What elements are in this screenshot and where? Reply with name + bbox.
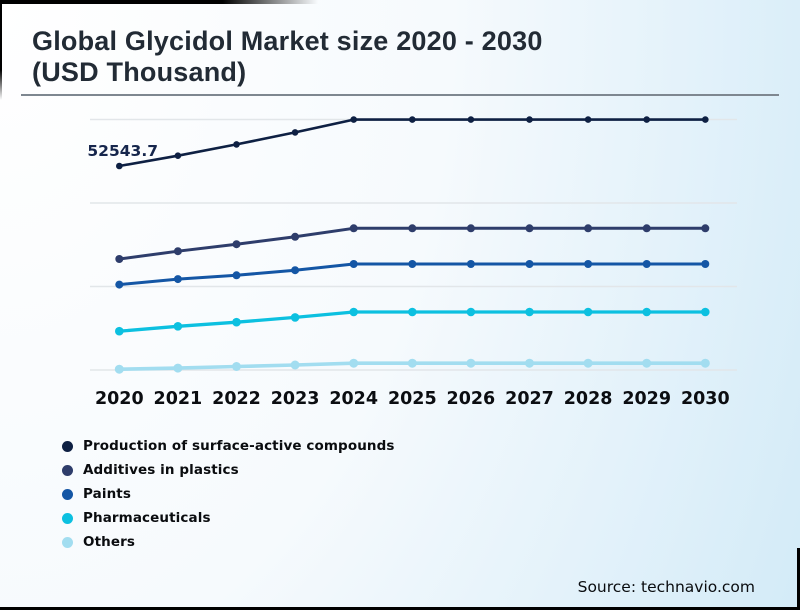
- legend-label: Others: [83, 534, 135, 550]
- data-point-marker: [467, 116, 475, 123]
- legend-dot-icon: [62, 488, 73, 500]
- data-point-marker: [525, 224, 534, 233]
- chart-legend: Production of surface-active compounds A…: [62, 434, 395, 554]
- data-point-marker: [173, 247, 182, 256]
- x-axis-label: 2024: [329, 389, 378, 409]
- data-point-marker: [584, 116, 592, 123]
- x-axis-label: 2028: [564, 389, 613, 409]
- data-point-marker: [525, 358, 534, 368]
- data-point-marker: [408, 224, 417, 233]
- data-point-marker: [700, 358, 710, 368]
- legend-label: Pharmaceuticals: [83, 510, 211, 526]
- legend-dot-icon: [62, 536, 73, 548]
- data-point-marker: [583, 358, 593, 368]
- chart-title-line2: (USD Thousand): [32, 57, 247, 87]
- data-point-marker: [116, 162, 123, 170]
- x-axis-label: 2021: [154, 389, 203, 409]
- data-point-marker: [291, 232, 300, 241]
- data-point-marker: [409, 116, 416, 123]
- data-point-marker: [115, 255, 124, 263]
- data-point-marker: [642, 224, 651, 233]
- x-axis-label: 2030: [681, 389, 730, 409]
- chart-title-line1: Global Glycidol Market size 2020 - 2030: [32, 26, 543, 56]
- x-axis-label: 2020: [95, 389, 144, 409]
- legend-item: Pharmaceuticals: [62, 506, 395, 530]
- data-point-marker: [642, 260, 651, 268]
- data-point-marker: [349, 260, 358, 268]
- data-point-marker: [173, 363, 183, 373]
- legend-item: Additives in plastics: [62, 458, 395, 482]
- data-point-marker: [232, 317, 241, 327]
- x-axis-label: 2026: [447, 389, 496, 409]
- data-point-marker: [174, 152, 182, 159]
- data-point-marker: [407, 358, 417, 368]
- data-point-marker: [466, 358, 476, 368]
- data-point-marker: [115, 326, 124, 336]
- x-axis-label: 2022: [212, 389, 261, 409]
- data-point-marker: [701, 307, 710, 317]
- legend-item: Production of surface-active compounds: [62, 434, 395, 458]
- data-point-marker: [702, 116, 709, 123]
- x-axis-label: 2027: [505, 389, 554, 409]
- data-point-marker: [701, 224, 710, 233]
- data-point-marker: [350, 116, 358, 123]
- data-point-marker: [232, 362, 241, 371]
- data-point-marker: [642, 358, 652, 368]
- data-point-marker: [525, 260, 534, 268]
- data-point-marker: [114, 364, 124, 374]
- data-point-marker: [583, 307, 593, 317]
- line-chart: 2020 2021 2022 2023 2024 2025 2026 2027 2028 2029…: [90, 116, 737, 409]
- legend-label: Production of surface-active compounds: [83, 438, 395, 454]
- legend-dot-icon: [62, 440, 73, 452]
- data-point-marker: [408, 307, 417, 317]
- data-point-marker: [643, 116, 650, 123]
- legend-dot-icon: [62, 464, 73, 476]
- data-point-marker: [584, 260, 593, 268]
- x-axis-label: 2025: [388, 389, 437, 409]
- data-point-marker: [349, 307, 359, 317]
- data-point-marker: [525, 307, 534, 317]
- data-point-marker: [290, 313, 300, 322]
- data-point-marker: [349, 358, 359, 368]
- frame-border-right: [797, 548, 800, 610]
- legend-item: Paints: [62, 482, 395, 506]
- x-axis-label: 2023: [271, 389, 320, 409]
- legend-label: Additives in plastics: [83, 462, 239, 478]
- data-point-marker: [701, 260, 710, 268]
- data-point-marker: [408, 260, 417, 268]
- data-point-marker: [349, 224, 358, 233]
- data-point-marker: [466, 307, 476, 317]
- data-point-marker: [173, 275, 182, 284]
- x-axis-label: 2029: [622, 389, 671, 409]
- data-point-label: 52543.7: [87, 142, 158, 160]
- data-point-marker: [232, 271, 241, 280]
- frame-border-left: [0, 0, 2, 100]
- data-point-marker: [115, 280, 124, 289]
- series-line: [117, 226, 707, 261]
- data-point-marker: [233, 141, 240, 148]
- data-point-marker: [466, 224, 475, 233]
- legend-label: Paints: [83, 486, 131, 502]
- data-point-marker: [291, 129, 299, 136]
- series-line: [118, 118, 707, 168]
- legend-dot-icon: [62, 512, 73, 524]
- data-point-marker: [466, 260, 475, 268]
- title-separator: [21, 94, 779, 96]
- chart-title: Global Glycidol Market size 2020 - 2030 …: [32, 26, 732, 88]
- legend-item: Others: [62, 530, 395, 554]
- data-point-marker: [526, 116, 533, 123]
- data-point-marker: [173, 322, 183, 331]
- source-attribution: Source: technavio.com: [577, 578, 755, 596]
- data-point-marker: [642, 307, 651, 317]
- data-point-marker: [291, 266, 300, 275]
- data-point-marker: [290, 360, 300, 370]
- frame-border-top: [0, 0, 318, 4]
- data-point-marker: [584, 224, 593, 233]
- data-point-marker: [232, 240, 241, 249]
- frame-border-bottom: [0, 607, 800, 610]
